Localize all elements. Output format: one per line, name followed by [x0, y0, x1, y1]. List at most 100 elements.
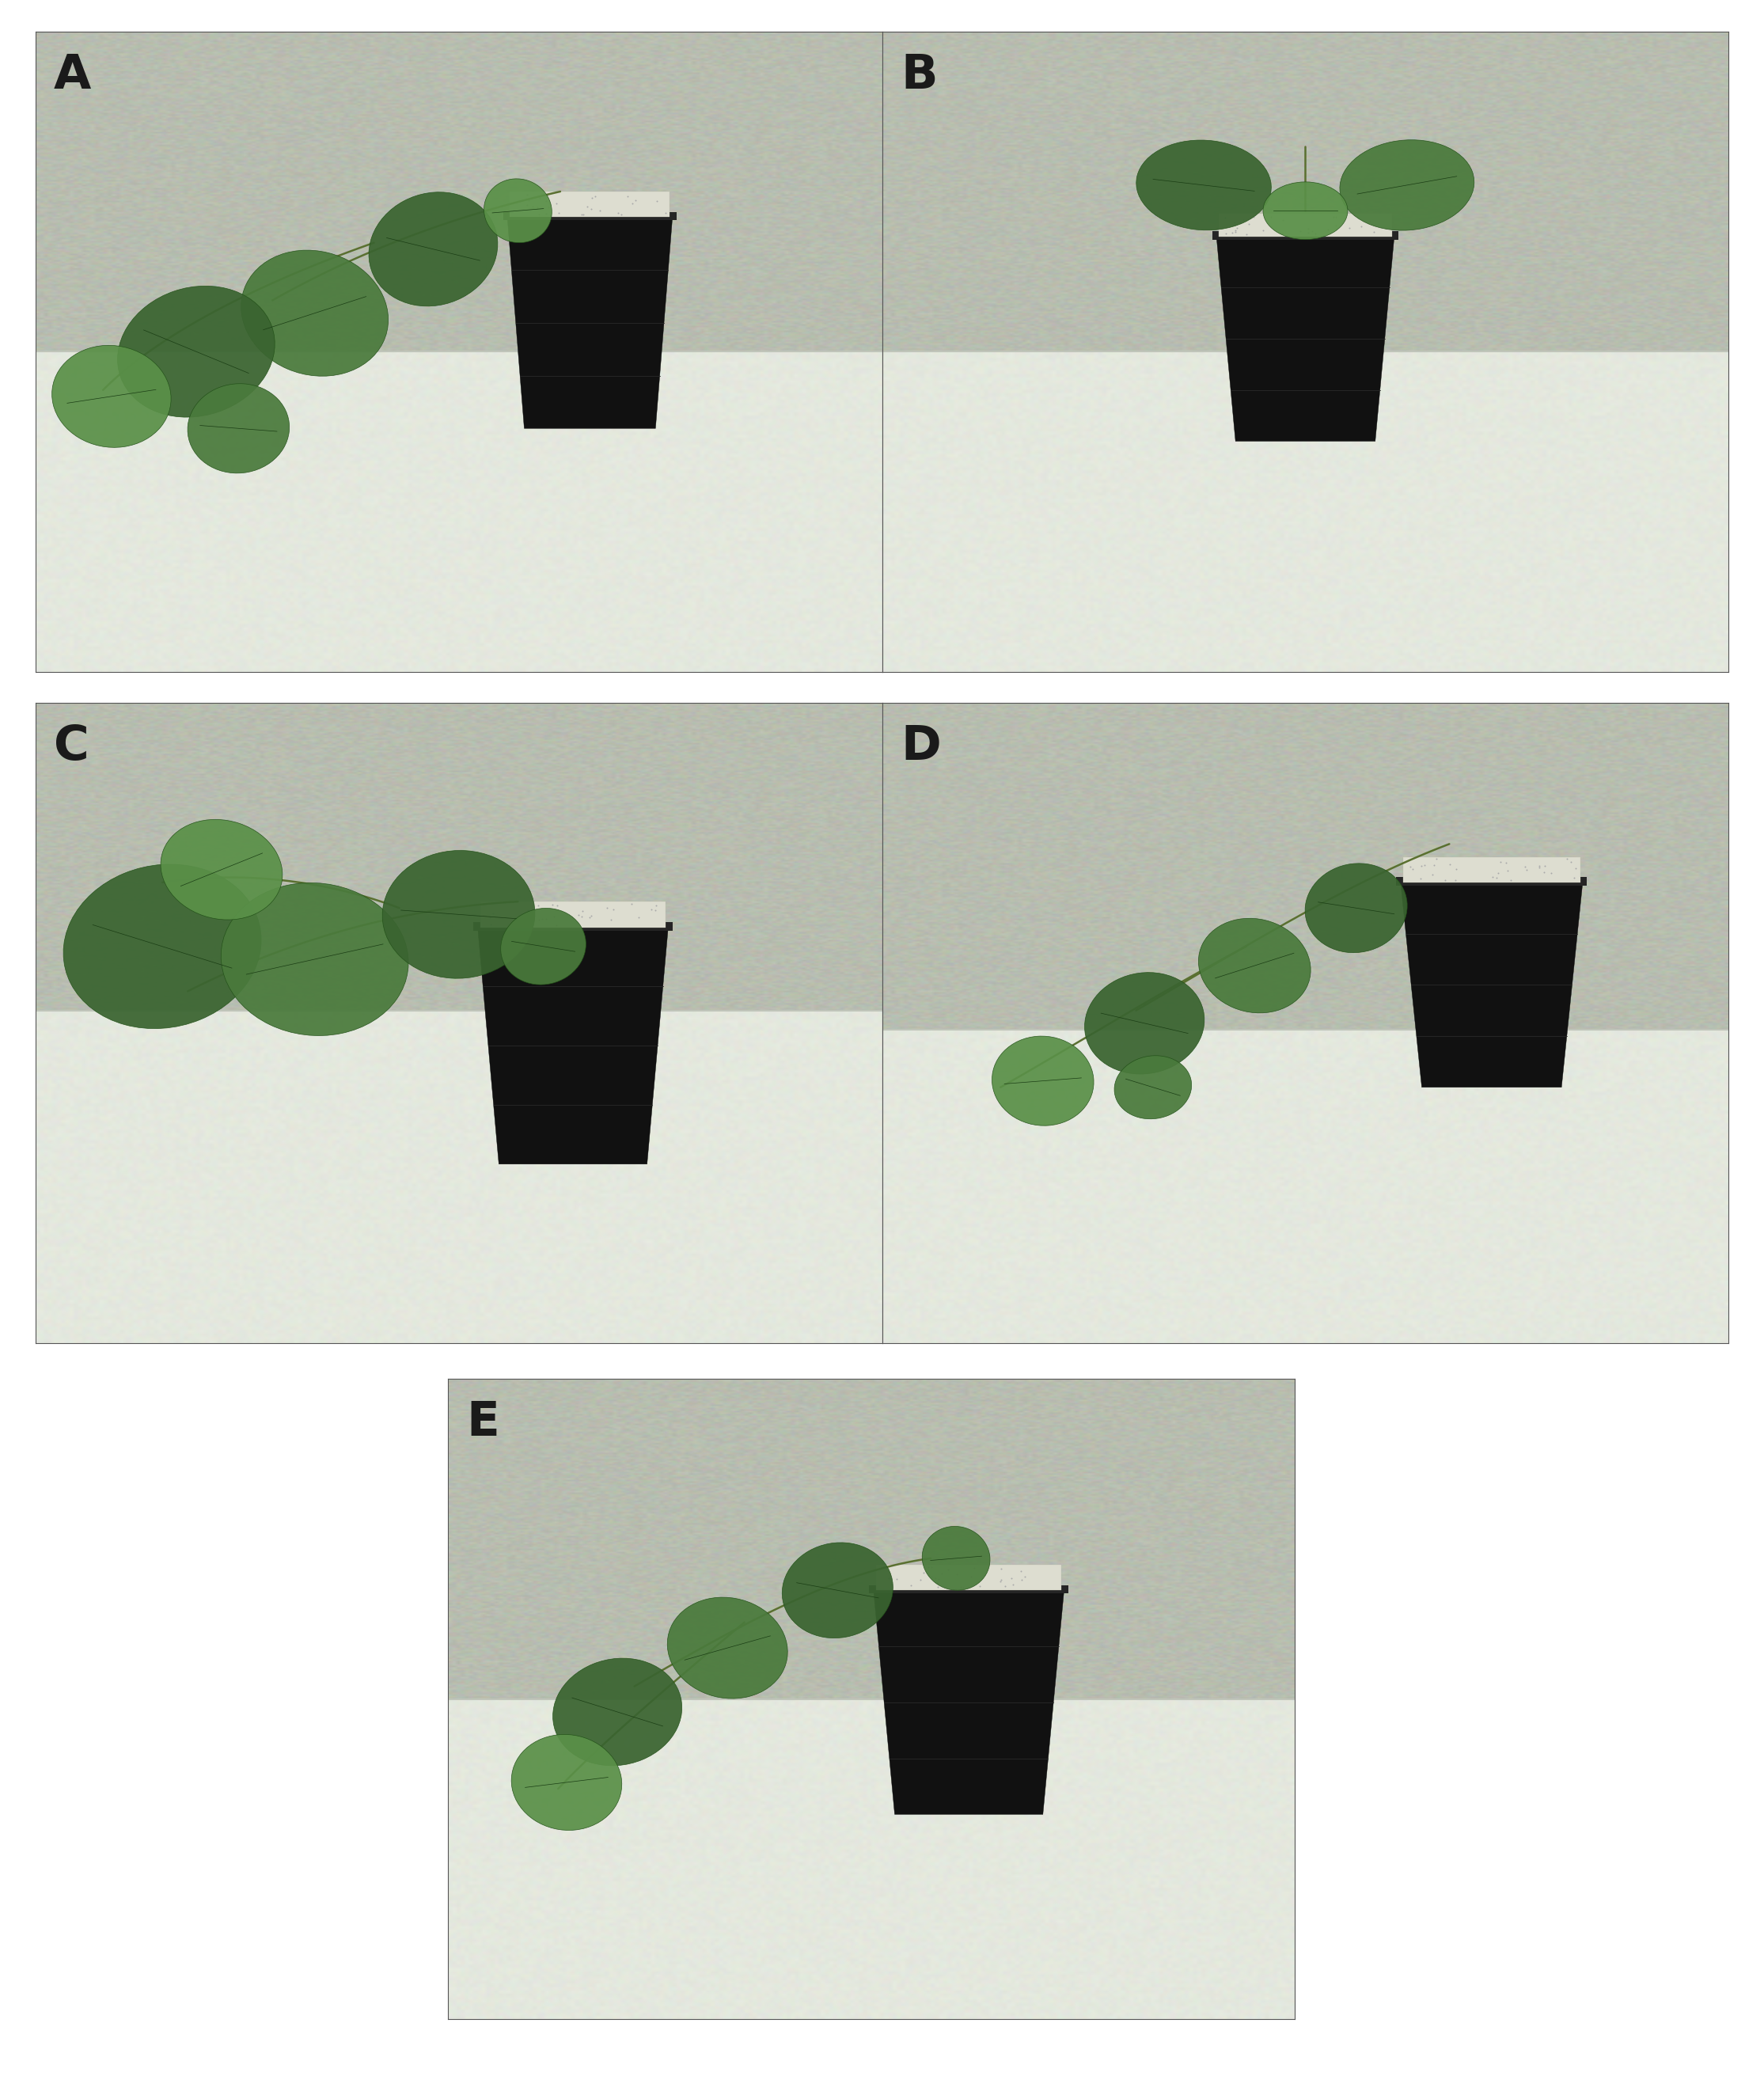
Ellipse shape — [1085, 972, 1205, 1075]
Point — [1226, 206, 1254, 239]
Polygon shape — [510, 191, 670, 216]
Ellipse shape — [483, 178, 552, 243]
Point — [1221, 206, 1249, 239]
Point — [1268, 204, 1297, 237]
Point — [607, 197, 635, 231]
Point — [1397, 850, 1425, 884]
Ellipse shape — [781, 1543, 893, 1637]
Point — [1314, 212, 1342, 246]
Point — [942, 1557, 970, 1591]
Ellipse shape — [383, 850, 534, 978]
Point — [1240, 199, 1268, 233]
Point — [1360, 216, 1388, 250]
Text: E: E — [467, 1400, 499, 1446]
Point — [1406, 863, 1434, 896]
Point — [1233, 216, 1261, 250]
Point — [596, 903, 624, 936]
Point — [986, 1564, 1014, 1597]
Point — [1235, 208, 1263, 241]
Point — [1212, 202, 1240, 235]
Point — [1219, 216, 1247, 250]
Point — [506, 905, 534, 938]
Point — [524, 888, 552, 921]
Point — [1221, 214, 1249, 248]
Point — [637, 892, 665, 926]
Point — [1007, 1564, 1035, 1597]
Point — [513, 189, 542, 222]
Point — [928, 1557, 956, 1591]
Ellipse shape — [1115, 1056, 1191, 1119]
Point — [513, 894, 542, 928]
Point — [1512, 852, 1540, 886]
Point — [580, 178, 609, 212]
Ellipse shape — [1263, 183, 1348, 239]
Point — [1498, 863, 1526, 896]
Point — [921, 1562, 949, 1595]
Point — [603, 197, 632, 231]
Ellipse shape — [51, 346, 171, 447]
Point — [991, 1570, 1020, 1604]
Point — [877, 1568, 905, 1602]
Point — [997, 1562, 1025, 1595]
Point — [540, 900, 568, 934]
Point — [624, 900, 653, 934]
Point — [527, 903, 556, 936]
Point — [1355, 204, 1383, 237]
Point — [1420, 848, 1448, 882]
Point — [478, 896, 506, 930]
Point — [896, 1568, 924, 1602]
Point — [958, 1560, 986, 1593]
Point — [924, 1570, 953, 1604]
Ellipse shape — [161, 819, 282, 919]
Point — [575, 900, 603, 934]
Point — [1529, 856, 1558, 890]
Point — [510, 898, 538, 932]
Point — [476, 907, 505, 940]
Text: C: C — [55, 724, 90, 770]
Point — [1321, 199, 1349, 233]
Ellipse shape — [1305, 863, 1408, 953]
Point — [875, 1562, 903, 1595]
Point — [1286, 214, 1314, 248]
Point — [1409, 848, 1438, 882]
Point — [533, 178, 561, 212]
Point — [1441, 863, 1469, 896]
Point — [1431, 863, 1459, 896]
Point — [1293, 212, 1321, 246]
Point — [577, 191, 605, 225]
Ellipse shape — [1136, 141, 1272, 231]
Point — [531, 903, 559, 936]
Point — [524, 191, 552, 225]
Point — [642, 185, 670, 218]
Ellipse shape — [667, 1597, 787, 1698]
Ellipse shape — [552, 1658, 683, 1765]
Point — [526, 181, 554, 214]
Point — [1302, 216, 1330, 250]
Point — [967, 1570, 995, 1604]
Polygon shape — [1219, 214, 1392, 237]
Point — [1267, 216, 1295, 250]
Point — [651, 195, 679, 229]
Point — [1484, 856, 1512, 890]
Point — [1559, 861, 1588, 894]
Polygon shape — [473, 921, 672, 930]
Point — [543, 890, 572, 924]
Polygon shape — [1401, 882, 1582, 1087]
Point — [907, 1564, 935, 1597]
Point — [515, 183, 543, 216]
Ellipse shape — [187, 384, 289, 472]
Polygon shape — [1397, 877, 1588, 886]
Point — [923, 1566, 951, 1599]
Polygon shape — [478, 928, 669, 1165]
Polygon shape — [870, 1585, 1069, 1593]
Point — [1249, 214, 1277, 248]
Point — [1298, 214, 1327, 248]
Point — [1492, 846, 1521, 879]
Point — [642, 894, 670, 928]
Point — [1526, 850, 1554, 884]
Ellipse shape — [923, 1526, 990, 1591]
Polygon shape — [873, 1591, 1064, 1814]
Point — [1485, 846, 1514, 879]
Point — [1221, 216, 1249, 250]
Ellipse shape — [512, 1734, 623, 1830]
